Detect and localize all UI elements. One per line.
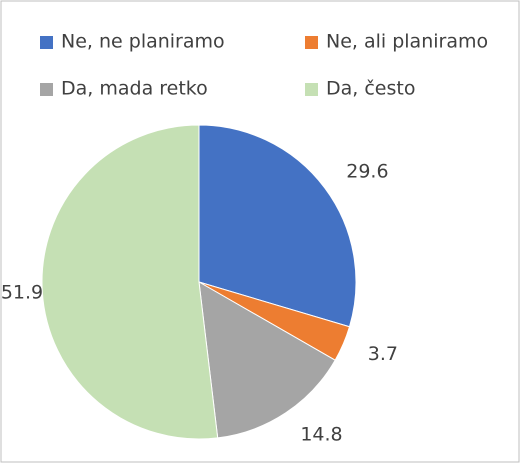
legend-label: Ne, ne planiramo: [61, 31, 225, 53]
pie-slice: [41, 124, 219, 440]
pie-slice: [198, 281, 336, 439]
pie-slice: [198, 124, 357, 328]
legend-label: Da, često: [326, 78, 415, 100]
data-label: 3.7: [368, 343, 398, 365]
data-label: 51.9: [1, 281, 43, 303]
legend-label: Ne, ali planiramo: [326, 31, 488, 53]
data-label: 14.8: [300, 424, 342, 446]
data-label: 29.6: [346, 161, 388, 183]
legend-swatch: [305, 36, 318, 49]
legend-label: Da, mada retko: [61, 78, 208, 100]
legend-swatch: [305, 83, 318, 96]
legend-swatch: [40, 36, 53, 49]
legend-swatch: [40, 83, 53, 96]
